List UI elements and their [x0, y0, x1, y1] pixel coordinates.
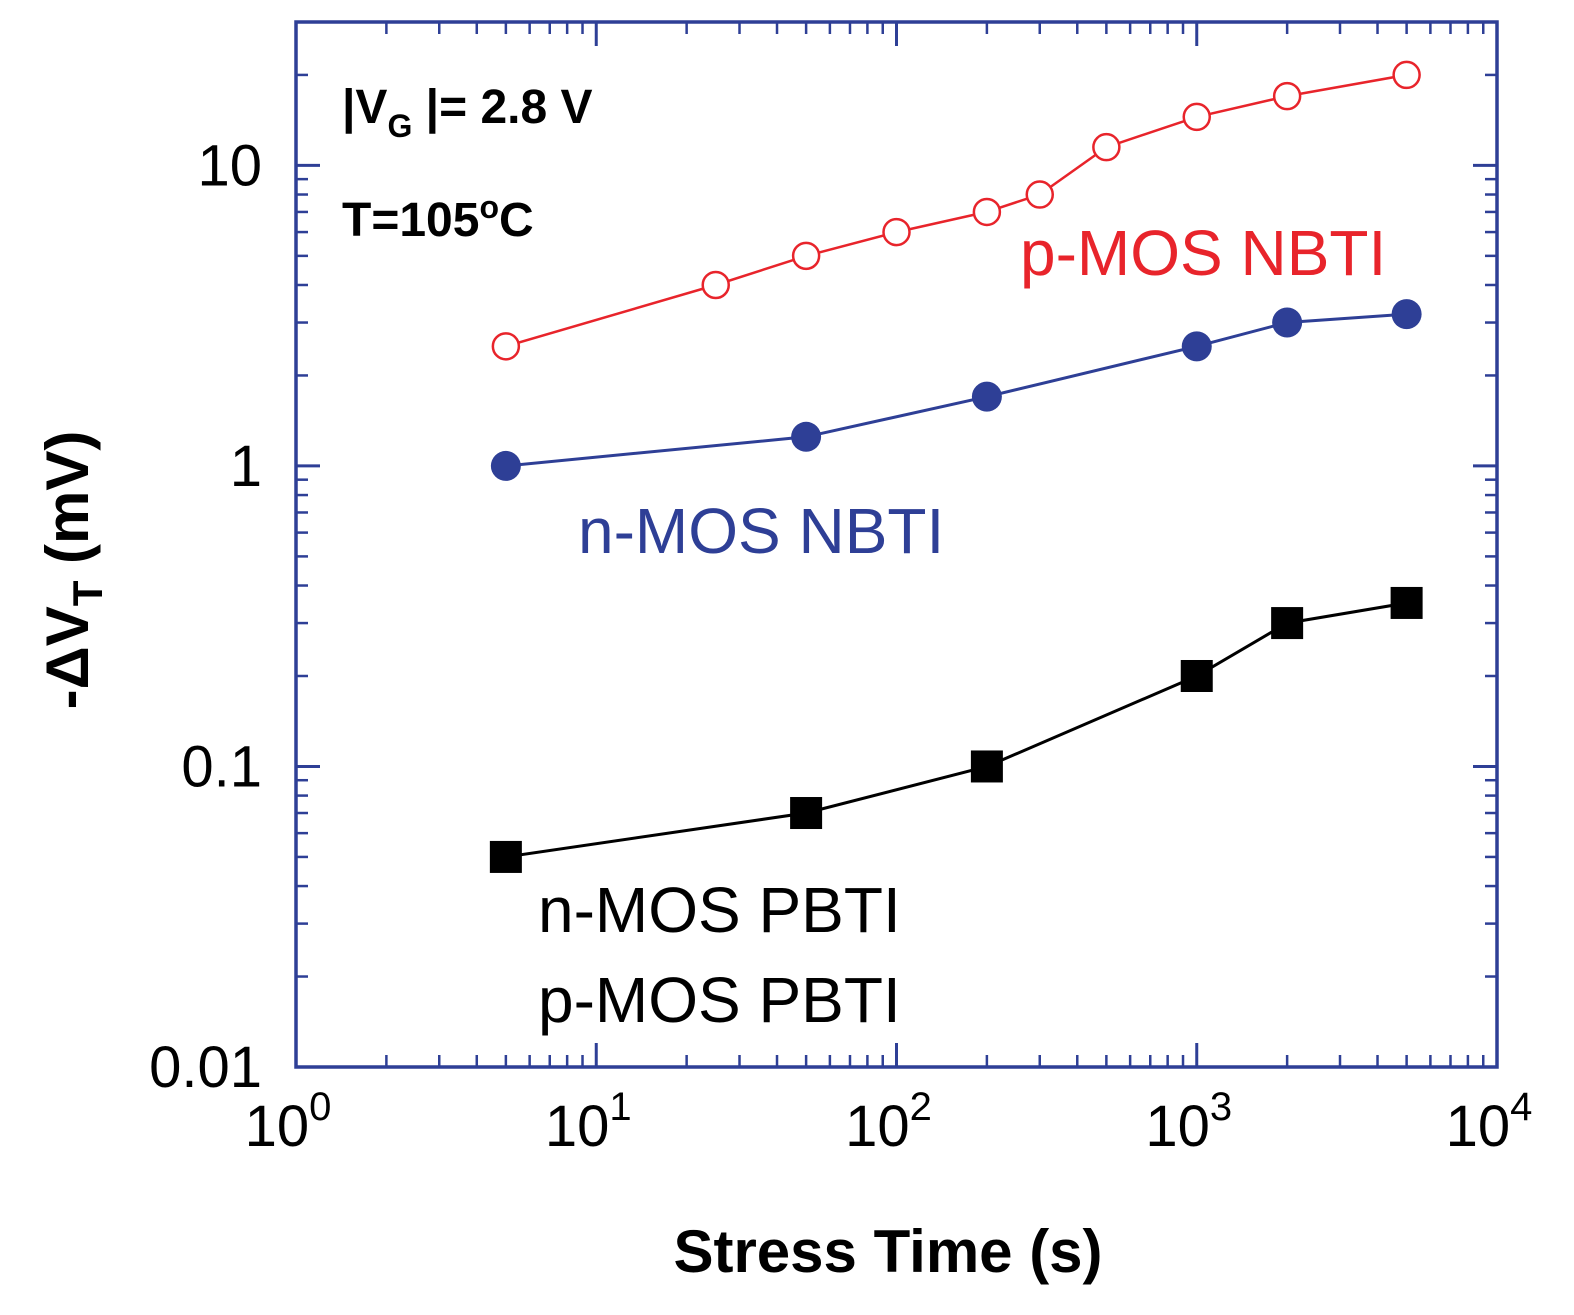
data-point — [882, 217, 911, 247]
data-point — [791, 421, 822, 452]
x-tick-label: 102 — [845, 1085, 932, 1159]
data-point — [1272, 81, 1302, 111]
series-label-nmos-pbti: n-MOS PBTI — [538, 874, 901, 946]
temperature-degree: o — [479, 189, 499, 225]
minor-ticks — [296, 20, 1497, 1067]
x-tick-label-exponent: 1 — [609, 1085, 631, 1129]
y-axis-title-prefix: -ΔV — [34, 606, 101, 709]
plot-frame — [294, 20, 1499, 1069]
series-line — [505, 73, 1407, 348]
x-tick-label-exponent: 4 — [1510, 1085, 1532, 1129]
data-point — [490, 450, 521, 481]
data-point — [1392, 60, 1421, 90]
data-point — [1391, 299, 1422, 330]
x-tick-label-exponent: 2 — [910, 1085, 932, 1129]
major-ticks — [294, 22, 1499, 1069]
x-tick-label-base: 10 — [245, 1094, 310, 1159]
data-point — [1180, 659, 1213, 692]
data-point — [972, 197, 1002, 227]
x-tick-label: 101 — [545, 1085, 632, 1159]
data-point — [701, 270, 730, 300]
gate-voltage-annotation: |VG |= 2.8 V — [342, 81, 593, 144]
data-point — [1182, 102, 1211, 132]
data-point — [1025, 180, 1055, 209]
series-label-pmos-nbti: p-MOS NBTI — [1020, 217, 1386, 289]
data-point — [791, 241, 821, 271]
x-axis-title: Stress Time (s) — [673, 1218, 1102, 1285]
y-tick-label: 10 — [197, 133, 262, 198]
data-point — [1272, 307, 1303, 338]
x-tick-label-exponent: 0 — [309, 1085, 331, 1129]
y-axis-title: -ΔVT (mV) — [34, 431, 111, 710]
temperature-unit: C — [499, 194, 534, 247]
data-point — [790, 797, 823, 830]
y-tick-labels: 0.01 0.1 1 10 — [149, 133, 262, 1100]
x-tick-labels: 100 101 102 103 104 — [245, 1085, 1533, 1159]
x-tick-label: 104 — [1446, 1085, 1533, 1159]
temperature-annotation: T=105oC — [342, 189, 534, 247]
x-tick-label-base: 10 — [1446, 1094, 1511, 1159]
x-tick-label: 103 — [1145, 1085, 1232, 1159]
y-axis-title-suffix: (mV) — [34, 431, 101, 581]
y-tick-label: 0.1 — [181, 734, 262, 799]
data-point — [970, 750, 1003, 783]
y-axis-title-subscript: T — [64, 580, 111, 606]
gate-voltage-subscript: G — [387, 108, 412, 144]
data-point — [1271, 607, 1304, 640]
data-point — [489, 840, 522, 873]
x-tick-label-base: 10 — [545, 1094, 610, 1159]
x-tick-label-base: 10 — [1145, 1094, 1210, 1159]
series-label-pmos-pbti: p-MOS PBTI — [538, 964, 901, 1036]
x-tick-label-base: 10 — [845, 1094, 910, 1159]
series-layer — [489, 60, 1423, 873]
temperature-prefix: T=105 — [342, 194, 479, 247]
x-tick-label-exponent: 3 — [1210, 1085, 1232, 1129]
series-label-nmos-nbti: n-MOS NBTI — [578, 495, 944, 567]
gate-voltage-prefix: |V — [342, 81, 387, 134]
data-point — [1181, 331, 1212, 362]
y-tick-label: 1 — [230, 434, 262, 499]
series-line — [505, 312, 1407, 468]
data-point — [1092, 132, 1121, 162]
x-tick-label: 100 — [245, 1085, 332, 1159]
y-tick-label: 0.01 — [149, 1035, 262, 1100]
data-point — [491, 332, 521, 361]
series-0 — [491, 60, 1421, 361]
series-2 — [489, 586, 1423, 873]
gate-voltage-suffix: |= 2.8 V — [412, 81, 592, 134]
series-1 — [490, 299, 1422, 481]
series-line — [505, 601, 1407, 859]
data-point — [971, 381, 1002, 412]
data-point — [1390, 586, 1423, 619]
